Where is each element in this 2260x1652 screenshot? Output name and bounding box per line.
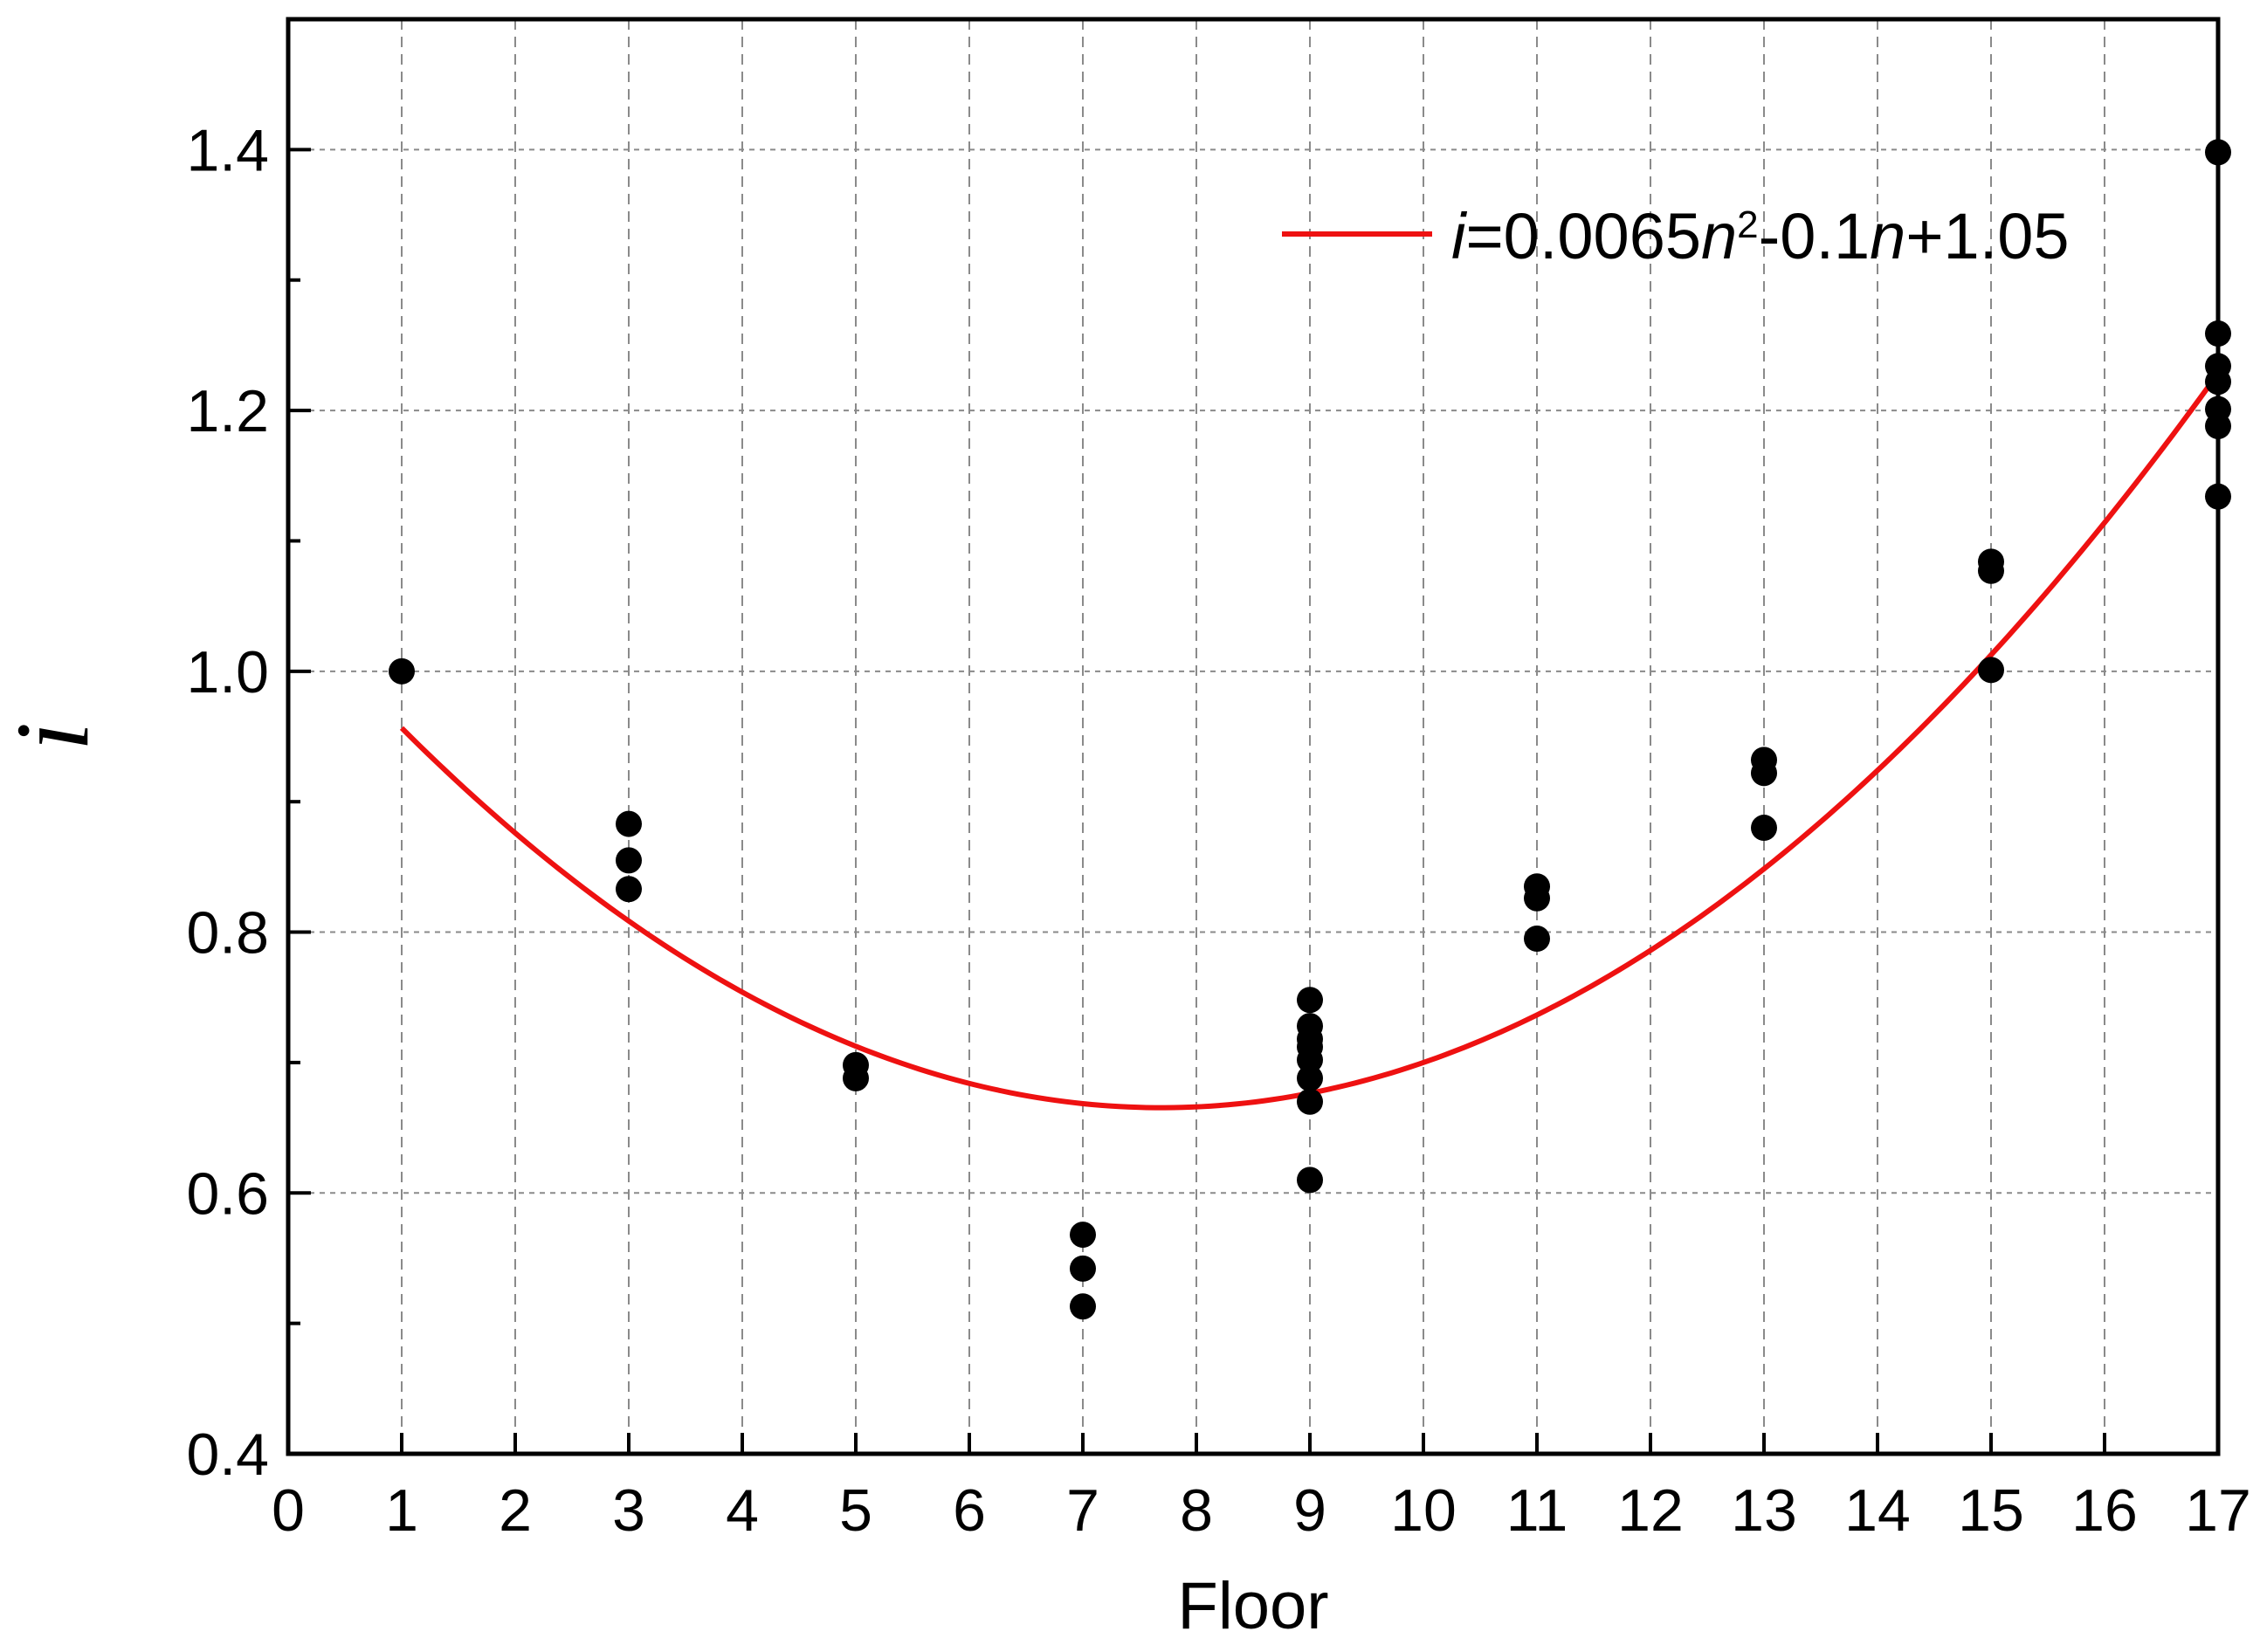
data-point: [1751, 760, 1777, 787]
x-tick-label: 10: [1390, 1477, 1457, 1544]
x-tick-label: 3: [612, 1477, 645, 1544]
x-axis-title: Floor: [1177, 1569, 1328, 1643]
x-tick-label: 0: [272, 1477, 305, 1544]
y-axis-title: i: [0, 722, 110, 751]
y-tick-label: 0.6: [186, 1160, 269, 1227]
legend-label-fit: i=0.0065n2-0.1n+1.05: [1451, 200, 2070, 272]
x-tick-label: 7: [1066, 1477, 1099, 1544]
data-point: [1751, 815, 1777, 842]
x-tick-label: 16: [2071, 1477, 2138, 1544]
data-point: [1524, 885, 1550, 912]
data-point: [616, 847, 642, 874]
y-tick-labels: 0.4 0.6 0.8 1.0 1.2 1.4: [186, 117, 269, 1488]
x-tick-label: 11: [1506, 1477, 1568, 1544]
data-point: [616, 810, 642, 837]
data-point: [616, 876, 642, 903]
x-tick-label: 4: [726, 1477, 759, 1544]
x-tick-label: 17: [2185, 1477, 2251, 1544]
data-point: [1297, 987, 1323, 1014]
data-point: [1978, 557, 2004, 584]
data-point: [389, 657, 415, 685]
x-tick-label: 14: [1844, 1477, 1911, 1544]
y-tick-label: 0.8: [186, 900, 269, 967]
x-tick-label: 13: [1731, 1477, 1797, 1544]
data-point: [1297, 1088, 1323, 1115]
x-tick-labels: 0 1 2 3 4 5 6 7 8 9 10 11 12 13 14 15 16 17: [272, 1477, 2251, 1544]
data-point: [843, 1064, 869, 1091]
plot-frame: [286, 17, 2221, 1456]
data-point: [1524, 926, 1550, 953]
data-point: [1070, 1293, 1096, 1320]
y-tick-label: 1.0: [186, 639, 269, 706]
legend: i=0.0065n2-0.1n+1.05: [1282, 200, 2070, 272]
x-tick-label: 8: [1180, 1477, 1213, 1544]
data-point: [1297, 1167, 1323, 1194]
y-tick-label: 1.4: [186, 117, 269, 183]
data-point: [1297, 1046, 1323, 1073]
data-point: [1070, 1222, 1096, 1249]
grid-lines: [288, 19, 2218, 1454]
data-point: [1297, 1064, 1323, 1091]
x-tick-label: 9: [1293, 1477, 1326, 1544]
y-tick-label: 0.4: [186, 1421, 269, 1488]
x-tick-label: 12: [1617, 1477, 1684, 1544]
x-tick-label: 5: [839, 1477, 872, 1544]
x-tick-label: 15: [1958, 1477, 2024, 1544]
data-point: [1978, 657, 2004, 684]
data-point: [1070, 1255, 1096, 1282]
x-tick-label: 2: [499, 1477, 532, 1544]
x-tick-label: 1: [385, 1477, 418, 1544]
y-tick-label: 1.2: [186, 378, 269, 444]
x-tick-label: 6: [953, 1477, 986, 1544]
